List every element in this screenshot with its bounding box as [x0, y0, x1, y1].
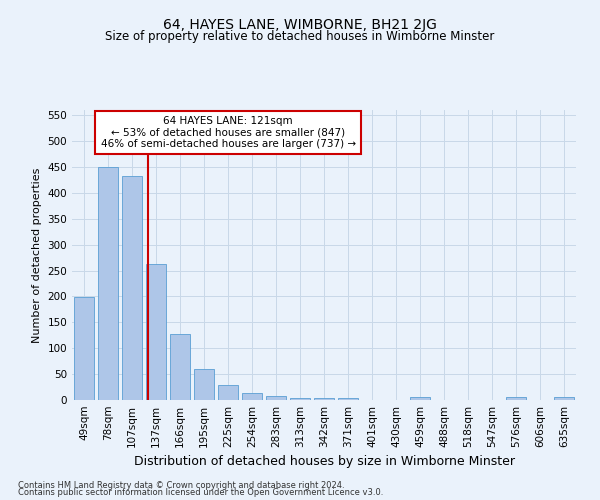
Text: Contains public sector information licensed under the Open Government Licence v3: Contains public sector information licen… [18, 488, 383, 497]
Y-axis label: Number of detached properties: Number of detached properties [32, 168, 42, 342]
Bar [290, 398, 310, 400]
Bar [170, 334, 190, 400]
Bar [98, 167, 118, 400]
Text: 64, HAYES LANE, WIMBORNE, BH21 2JG: 64, HAYES LANE, WIMBORNE, BH21 2JG [163, 18, 437, 32]
Bar [146, 264, 166, 400]
Bar [338, 398, 358, 400]
Bar [266, 396, 286, 400]
Bar [314, 398, 334, 400]
Text: Contains HM Land Registry data © Crown copyright and database right 2024.: Contains HM Land Registry data © Crown c… [18, 480, 344, 490]
Bar [122, 176, 142, 400]
Bar [194, 369, 214, 400]
Text: Size of property relative to detached houses in Wimborne Minster: Size of property relative to detached ho… [106, 30, 494, 43]
Bar [218, 385, 238, 400]
X-axis label: Distribution of detached houses by size in Wimborne Minster: Distribution of detached houses by size … [133, 456, 515, 468]
Bar [410, 398, 430, 400]
Bar [506, 398, 526, 400]
Bar [242, 393, 262, 400]
Bar [74, 298, 94, 400]
Text: 64 HAYES LANE: 121sqm
← 53% of detached houses are smaller (847)
46% of semi-det: 64 HAYES LANE: 121sqm ← 53% of detached … [101, 116, 356, 149]
Bar [554, 398, 574, 400]
